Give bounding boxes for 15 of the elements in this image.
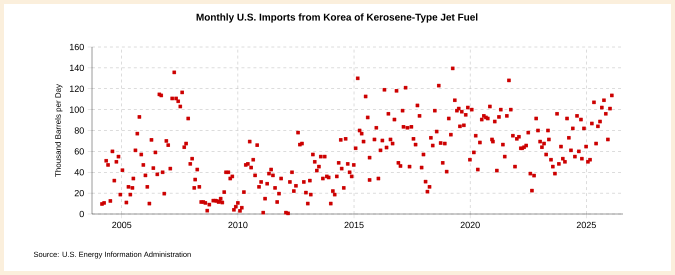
y-tick-label: 140 xyxy=(70,64,84,72)
y-tick-label: 40 xyxy=(74,169,84,176)
y-tick-label: 0 xyxy=(80,210,84,218)
x-tick-label: 2015 xyxy=(344,222,364,228)
y-tick-label: 160 xyxy=(70,44,84,50)
y-tick-label: 20 xyxy=(74,190,84,196)
y-tick-label: 60 xyxy=(74,148,84,155)
x-tick-label: 2010 xyxy=(228,222,248,228)
chart-title: Monthly U.S. Imports from Korea of Kerosene-Type Jet Fuel xyxy=(196,13,478,23)
y-tick-label: 120 xyxy=(70,86,84,92)
y-tick-label: 100 xyxy=(70,106,84,113)
x-tick-label: 2020 xyxy=(460,222,480,228)
x-tick-label: 2025 xyxy=(576,222,596,228)
y-tick-label: 80 xyxy=(74,127,84,134)
x-tick-label: 2005 xyxy=(112,222,132,228)
